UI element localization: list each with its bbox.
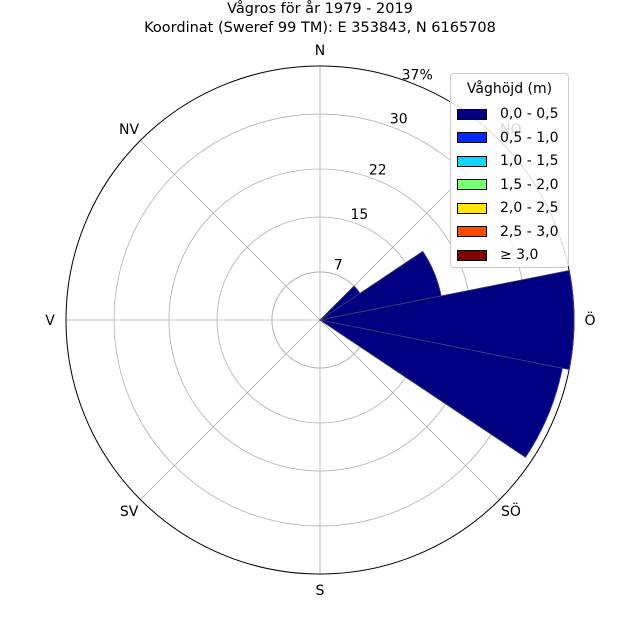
direction-label: V — [45, 313, 55, 329]
legend-title: Våghöjd (m) — [466, 81, 553, 97]
legend-item: 0,5 - 1,0 — [457, 129, 558, 147]
legend-swatch — [457, 155, 487, 167]
legend-swatch — [457, 226, 487, 237]
grid-spoke — [319, 319, 500, 500]
legend-item: 1,0 - 1,5 — [457, 152, 558, 170]
legend-label: 1,0 - 1,5 — [500, 153, 559, 169]
legend-item: 2,0 - 2,5 — [457, 199, 558, 217]
legend-swatch — [457, 108, 487, 120]
radial-tick-label: 15 — [350, 207, 368, 223]
legend-swatch — [457, 249, 487, 261]
rose-bar — [319, 319, 563, 458]
radial-tick-label: 37% — [402, 67, 433, 83]
legend-swatch — [457, 202, 487, 214]
direction-label: SÖ — [501, 502, 521, 520]
legend: Våghöjd (m) 0,0 - 0,5 0,5 - 1,0 1,0 - 1,5 1… — [450, 73, 569, 268]
chart-subtitle: Koordinat (Sweref 99 TM): E 353843, N 61… — [144, 20, 496, 36]
radial-tick-label: 30 — [390, 112, 408, 128]
rose-bar — [319, 269, 575, 371]
radial-tick-label: 7 — [334, 258, 343, 274]
chart-title: Vågros för år 1979 - 2019 — [227, 1, 413, 17]
direction-label: S — [316, 583, 325, 599]
legend-label: 1,5 - 2,0 — [500, 176, 559, 193]
legend-item: 0,0 - 0,5 — [457, 105, 558, 123]
direction-label: SV — [120, 504, 139, 520]
direction-label: N — [315, 43, 325, 59]
grid-spoke — [140, 319, 321, 500]
legend-label: ≥ 3,0 — [500, 247, 539, 263]
legend-item: 1,5 - 2,0 — [457, 176, 558, 194]
legend-item: 2,5 - 3,0 — [457, 223, 558, 241]
legend-swatch — [457, 132, 487, 143]
legend-label: 2,5 - 3,0 — [500, 223, 559, 240]
radial-tick-label: 22 — [369, 162, 387, 178]
legend-label: 0,0 - 0,5 — [500, 106, 559, 122]
legend-item: ≥ 3,0 — [457, 246, 538, 264]
direction-label: Ö — [584, 311, 595, 329]
legend-label: 0,5 - 1,0 — [500, 129, 559, 146]
direction-label: NV — [119, 122, 139, 138]
legend-swatch — [457, 179, 487, 190]
legend-label: 2,0 - 2,5 — [500, 200, 559, 216]
grid-spoke — [140, 140, 321, 321]
